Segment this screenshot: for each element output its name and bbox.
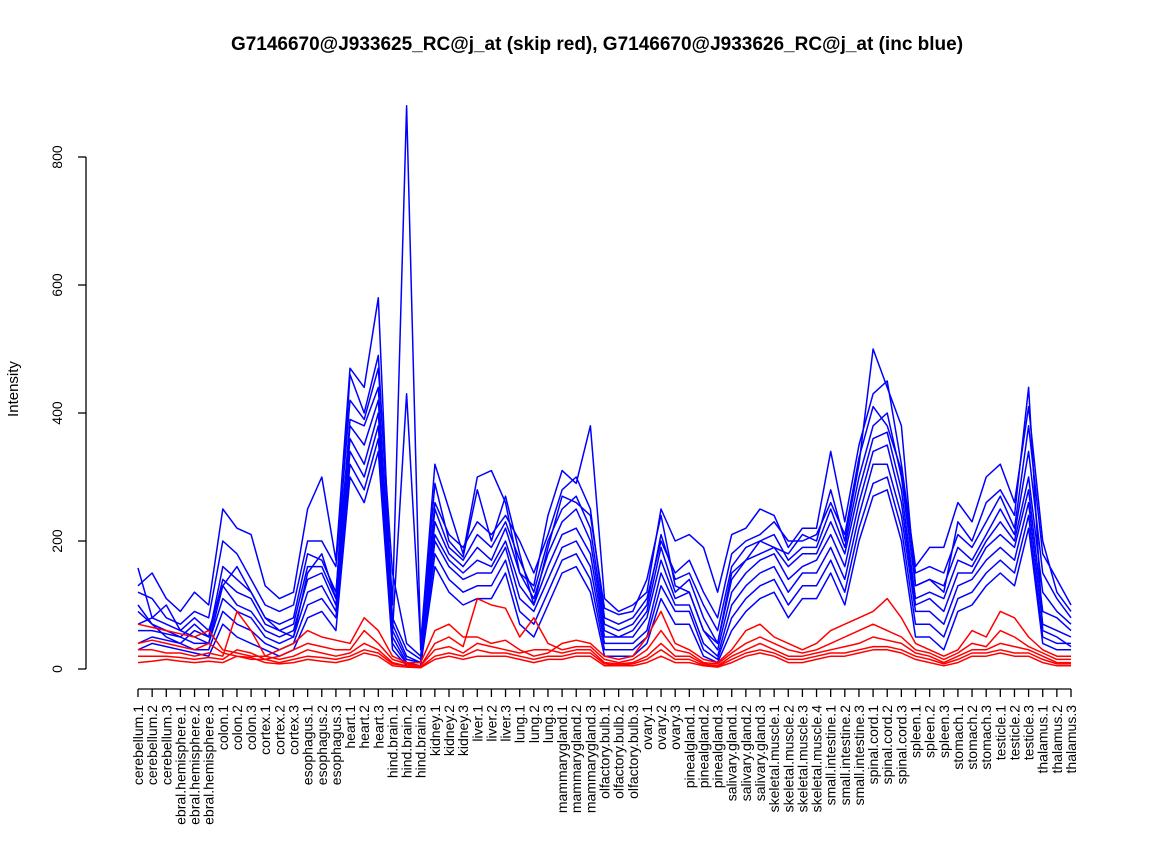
- x-tick-label: pinealgland.1: [681, 705, 697, 789]
- x-tick-label: pinealgland.3: [710, 705, 726, 789]
- x-tick-label: colon.3: [243, 705, 259, 750]
- x-tick-label: ovary.1: [639, 705, 655, 750]
- x-tick-label: lung.1: [512, 705, 528, 743]
- series-line-0: [137, 105, 1072, 651]
- y-tick-label: 800: [49, 145, 65, 169]
- x-tick-label: liver.3: [498, 705, 514, 742]
- x-tick-label: small.intestine.1: [823, 705, 839, 806]
- x-tick-label: mammarygland.1: [554, 705, 570, 813]
- y-axis-label: Intensity: [5, 361, 22, 417]
- series-line-10: [137, 597, 1071, 667]
- x-tick-label: ovary.2: [653, 705, 669, 750]
- x-tick-label: heart.2: [356, 705, 372, 749]
- x-tick-label: mammarygland.2: [568, 705, 584, 813]
- x-tick-label: lung.3: [540, 705, 556, 743]
- x-tick-label: spleen.3: [936, 705, 952, 758]
- x-tick-label: pinealgland.2: [695, 705, 711, 789]
- x-tick-label: cortex.3: [286, 705, 302, 755]
- series-lines: [137, 105, 1072, 669]
- x-tick-label: heart.1: [342, 705, 358, 749]
- x-tick-label: salivary.gland.1: [724, 705, 740, 801]
- x-tick-label: lung.2: [526, 705, 542, 743]
- x-tick-label: spleen.2: [922, 705, 938, 758]
- x-tick-label: ebral.hemisphere.1: [172, 705, 188, 825]
- chart-title: G7146670@J933625_RC@j_at (skip red), G71…: [231, 34, 963, 55]
- series-line-11: [138, 610, 1071, 667]
- x-tick-label: hind.brain.3: [413, 705, 429, 778]
- series-line-12: [138, 645, 1071, 668]
- x-tick-label: spinal.cord.3: [893, 705, 909, 785]
- x-tick-label: esophagus.1: [300, 705, 316, 785]
- x-tick-label: mammarygland.3: [582, 705, 598, 813]
- x-tick-label: cerebellum.1: [130, 705, 146, 785]
- series-line-7: [137, 437, 1071, 667]
- x-tick-label: heart.3: [370, 705, 386, 749]
- series-line-1: [137, 297, 1072, 645]
- x-tick-label: ovary.3: [667, 705, 683, 750]
- x-tick-label: olfactory.bulb.3: [625, 705, 641, 799]
- series-line-9: [137, 597, 1071, 664]
- series-line-13: [137, 649, 1071, 669]
- x-tick-label: spinal.cord.1: [865, 705, 881, 785]
- x-tick-label: small.intestine.3: [851, 705, 867, 806]
- x-tick-label: thalamus.2: [1049, 705, 1065, 774]
- series-line-5: [137, 412, 1072, 664]
- x-tick-label: liver.2: [483, 705, 499, 742]
- x-tick-label: kidney.3: [455, 705, 471, 756]
- x-tick-label: small.intestine.2: [837, 705, 853, 806]
- x-tick-label: cortex.2: [271, 705, 287, 755]
- x-tick-label: kidney.1: [427, 705, 443, 756]
- x-tick-label: stomach.2: [964, 705, 980, 770]
- x-tick-label: hind.brain.1: [384, 705, 400, 778]
- x-tick-label: colon.1: [215, 705, 231, 750]
- series-line-3: [137, 386, 1072, 661]
- series-line-2: [137, 367, 1072, 657]
- x-tick-label: skeletal.muscle.2: [780, 705, 796, 813]
- x-tick-label: salivary.gland.3: [752, 705, 768, 801]
- series-line-6: [138, 425, 1072, 667]
- x-tick-label: cerebellum.2: [144, 705, 160, 785]
- x-tick-label: ebral.hemisphere.2: [187, 705, 203, 825]
- x-tick-label: testicle.1: [992, 705, 1008, 760]
- x-tick-label: olfactory.bulb.1: [597, 705, 613, 799]
- x-tick-label: salivary.gland.2: [738, 705, 754, 801]
- x-tick-label: esophagus.3: [328, 705, 344, 785]
- x-tick-label: thalamus.3: [1063, 705, 1079, 774]
- x-tick-label: spleen.1: [908, 705, 924, 758]
- x-tick-label: testicle.3: [1021, 705, 1037, 760]
- y-tick-label: 600: [49, 273, 65, 297]
- y-tick-label: 400: [49, 401, 65, 425]
- x-tick-label: cerebellum.3: [158, 705, 174, 785]
- x-tick-label: liver.1: [469, 705, 485, 742]
- x-tick-label: ebral.hemisphere.3: [201, 705, 217, 825]
- x-tick-label: esophagus.2: [314, 705, 330, 785]
- y-tick-label: 200: [49, 529, 65, 553]
- x-tick-label: stomach.3: [978, 705, 994, 770]
- x-tick-label: hind.brain.2: [399, 705, 415, 778]
- x-tick-label: skeletal.muscle.3: [794, 705, 810, 813]
- x-tick-label: testicle.2: [1006, 705, 1022, 760]
- x-axis: cerebellum.1cerebellum.2cerebellum.3ebra…: [130, 688, 1079, 825]
- y-axis: 0 200 400 600 800: [49, 145, 87, 673]
- x-tick-label: spinal.cord.2: [879, 705, 895, 785]
- x-tick-label: cortex.1: [257, 705, 273, 755]
- x-tick-label: colon.2: [229, 705, 245, 750]
- x-tick-label: olfactory.bulb.2: [611, 705, 627, 799]
- x-tick-label: stomach.1: [950, 705, 966, 770]
- series-line-4: [137, 399, 1072, 664]
- x-tick-label: kidney.2: [441, 705, 457, 756]
- x-tick-label: thalamus.1: [1035, 705, 1051, 774]
- x-tick-label: skeletal.muscle.4: [809, 705, 825, 813]
- x-tick-label: skeletal.muscle.1: [766, 705, 782, 813]
- y-tick-label: 0: [49, 665, 65, 673]
